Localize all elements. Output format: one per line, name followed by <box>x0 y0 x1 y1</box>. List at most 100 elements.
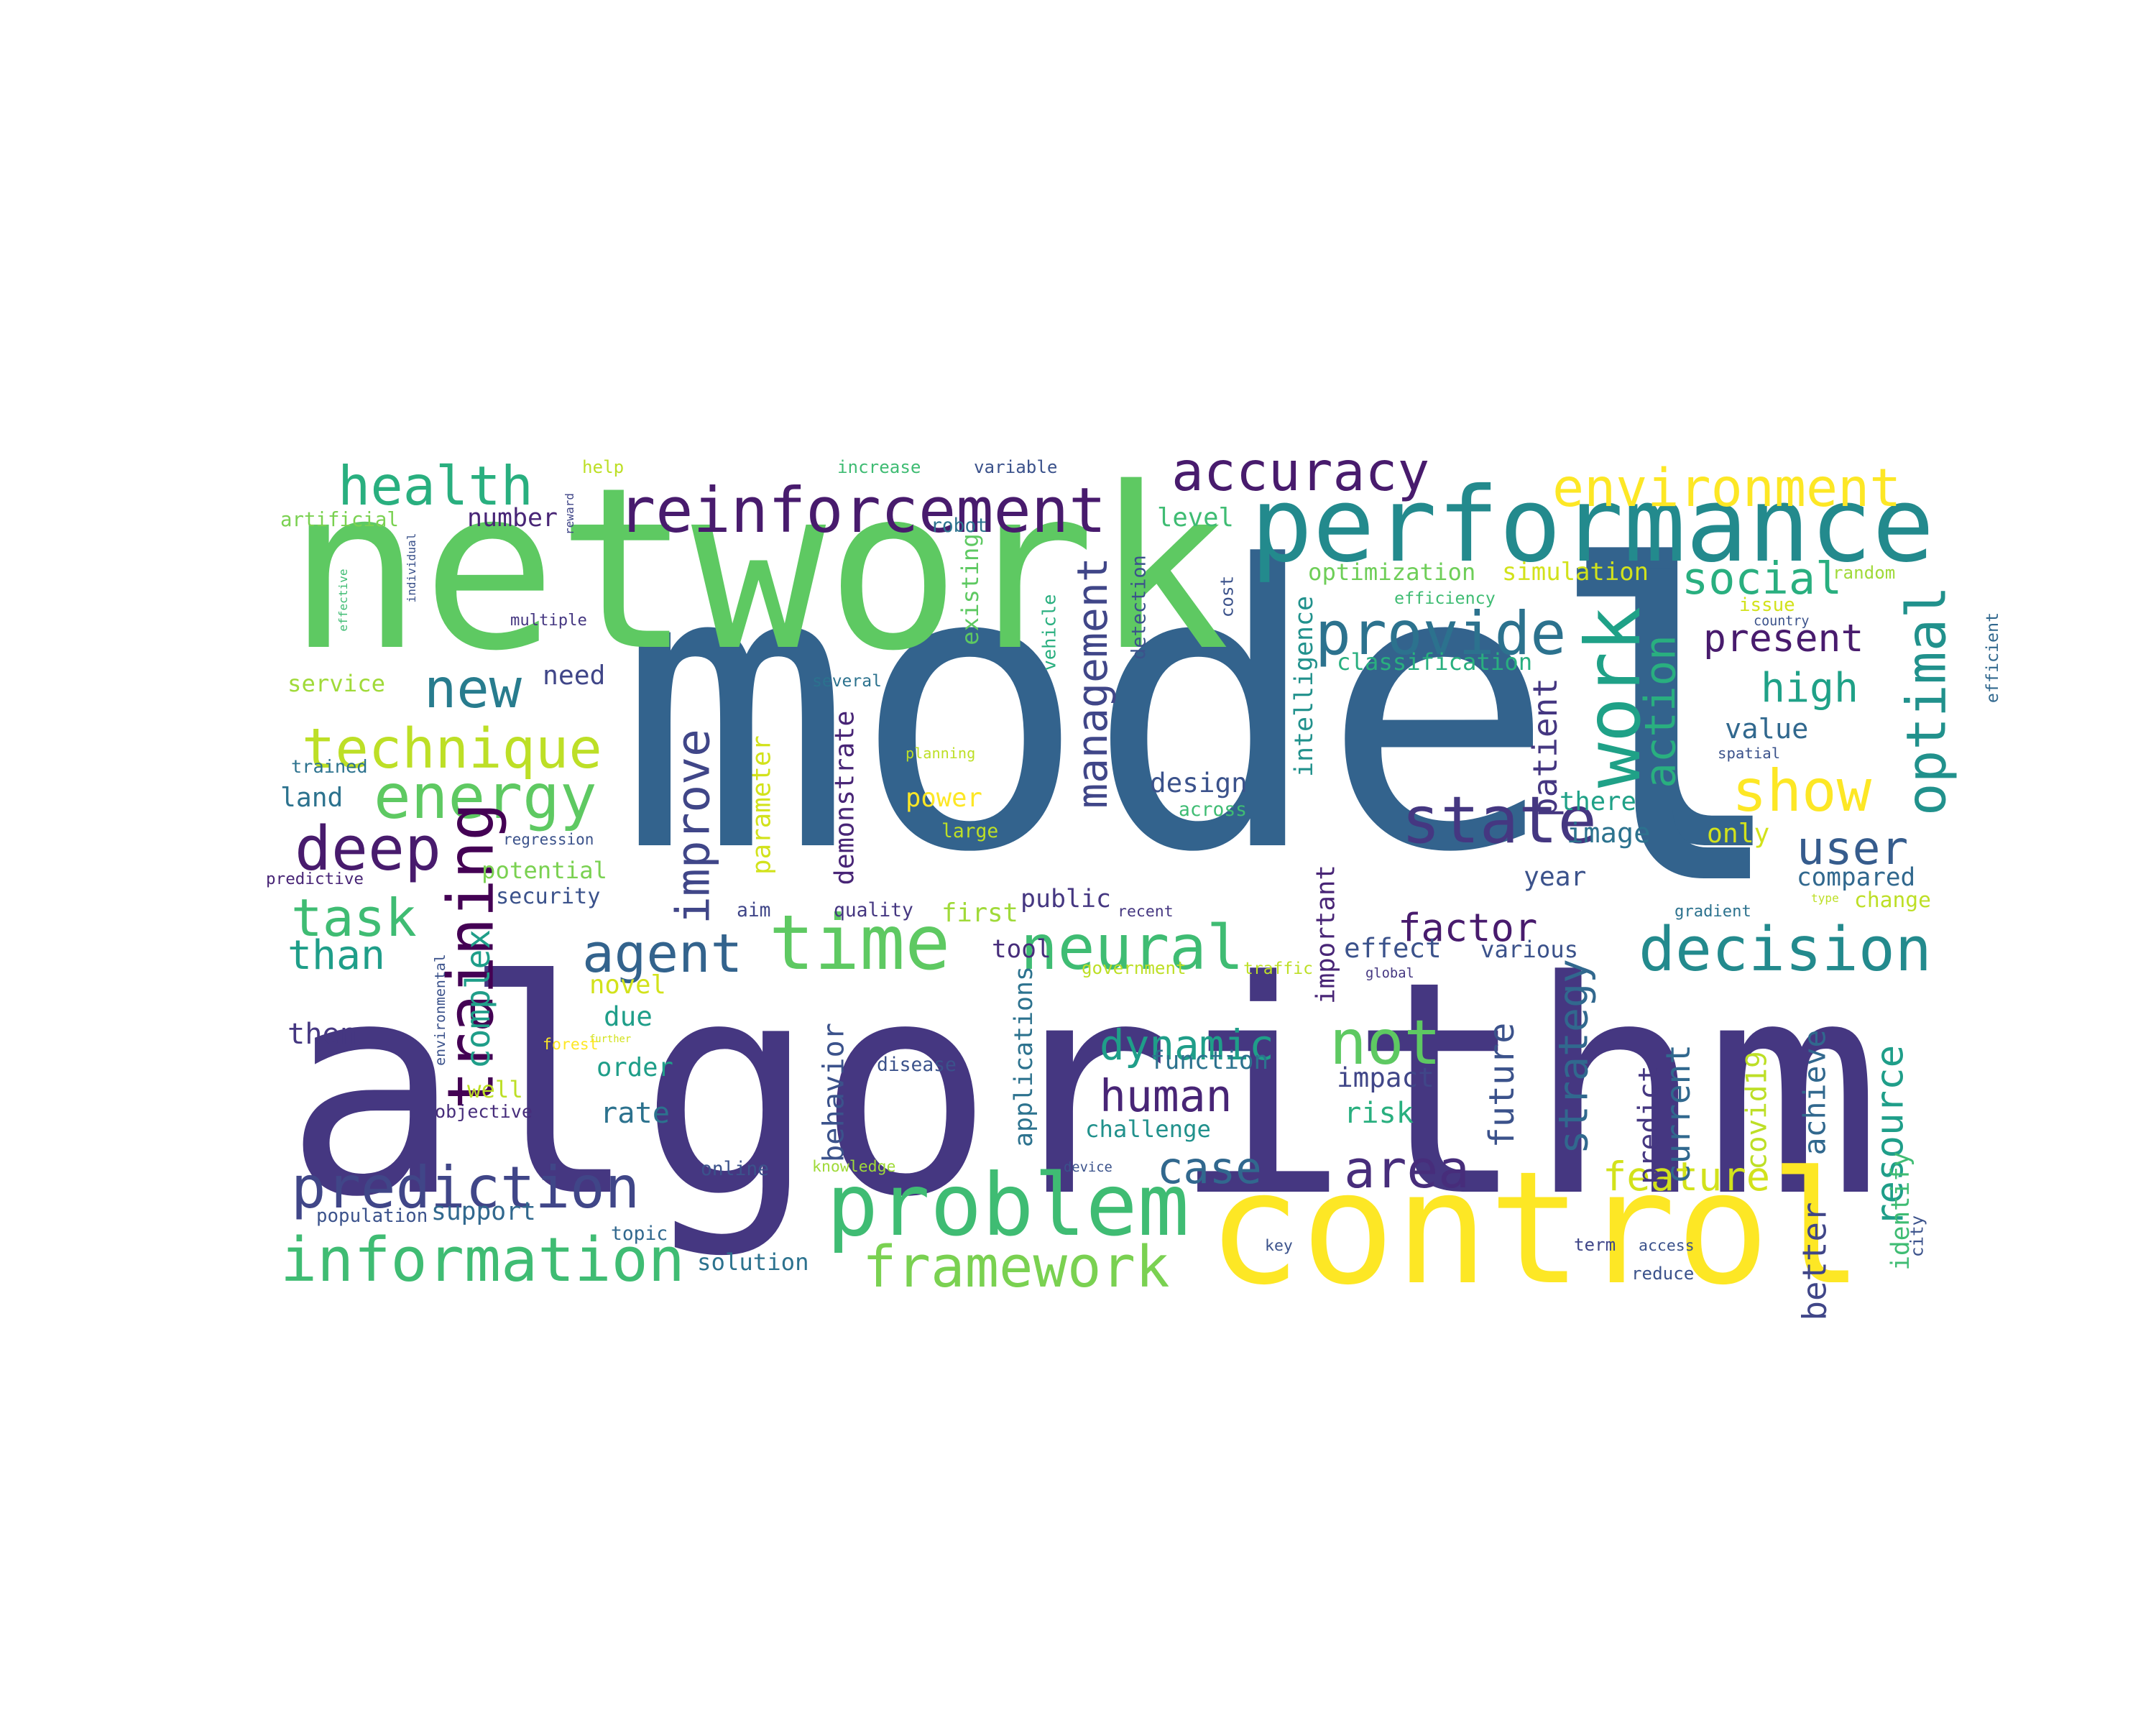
word-119: further <box>589 1034 631 1045</box>
word-84: vehicle <box>1039 594 1060 671</box>
word-93: future <box>1482 1023 1522 1149</box>
word-130: predictive <box>266 870 364 888</box>
word-8: information <box>280 1225 685 1296</box>
word-127: access <box>1639 1237 1695 1255</box>
word-25: state <box>1401 783 1597 858</box>
word-73: then <box>287 1017 357 1051</box>
word-110: large <box>941 821 998 842</box>
word-89: parameter <box>747 735 777 875</box>
word-60: first <box>941 898 1018 928</box>
word-23: agent <box>582 923 742 985</box>
word-132: spatial <box>1718 745 1780 762</box>
word-76: rate <box>600 1096 670 1130</box>
word-144: efficient <box>1983 612 2002 703</box>
word-115: global <box>1365 966 1414 981</box>
word-14: technique <box>302 717 602 781</box>
word-30: social <box>1682 553 1842 604</box>
word-59: public <box>1021 885 1111 914</box>
word-44: improve <box>667 729 721 924</box>
word-55: potential <box>482 857 607 884</box>
word-86: intelligence <box>1290 596 1319 777</box>
word-94: predict <box>1634 1065 1666 1184</box>
word-80: challenge <box>1085 1116 1211 1143</box>
word-120: objective <box>435 1101 533 1122</box>
word-13: time <box>769 899 950 987</box>
word-47: simulation <box>1502 558 1649 586</box>
word-22: show <box>1732 758 1872 825</box>
word-143: environmental <box>432 954 448 1066</box>
word-61: tool <box>992 935 1051 964</box>
word-71: novel <box>589 970 666 1000</box>
word-114: gradient <box>1674 902 1751 921</box>
word-128: reduce <box>1631 1264 1694 1284</box>
word-18: accuracy <box>1171 441 1429 503</box>
word-7: reinforcement <box>618 474 1106 547</box>
word-72: due <box>604 1000 653 1032</box>
word-56: security <box>496 884 600 909</box>
word-40: optimal <box>1894 586 1958 816</box>
word-113: recent <box>1118 903 1174 921</box>
word-19: health <box>338 454 533 518</box>
word-5: performance <box>1250 465 1935 585</box>
word-21: new <box>424 657 522 720</box>
word-57: design <box>1150 767 1248 799</box>
word-24: not <box>1330 1007 1441 1079</box>
word-35: feature <box>1603 1154 1770 1200</box>
word-29: present <box>1703 617 1864 661</box>
word-65: change <box>1854 888 1931 912</box>
word-99: identify <box>1886 1151 1915 1270</box>
word-100: better <box>1796 1202 1834 1320</box>
word-63: various <box>1480 936 1578 963</box>
word-6: problem <box>826 1156 1189 1256</box>
word-108: planning <box>906 745 975 762</box>
word-42: resource <box>1869 1045 1912 1226</box>
word-96: covid19 <box>1741 1051 1774 1169</box>
word-107: several <box>812 672 882 691</box>
word-140: individual <box>405 533 418 603</box>
word-106: multiple <box>510 611 587 630</box>
word-45: management <box>1068 557 1117 809</box>
word-81: support <box>431 1197 536 1226</box>
word-133: issue <box>1739 594 1795 616</box>
word-97: achieve <box>1797 1030 1833 1156</box>
word-2: network <box>287 440 1230 700</box>
word-3: control <box>1207 1138 1864 1320</box>
word-112: aim <box>737 900 771 921</box>
word-92: complex <box>459 929 497 1069</box>
word-9: prediction <box>291 1154 640 1222</box>
word-105: efficiency <box>1394 588 1496 608</box>
word-54: land <box>280 782 343 813</box>
word-58: power <box>906 783 982 813</box>
word-135: forest <box>543 1036 599 1054</box>
word-0: model <box>618 484 1790 937</box>
word-111: quality <box>834 900 913 921</box>
word-51: level <box>1157 503 1234 533</box>
word-36: case <box>1157 1144 1262 1194</box>
word-131: regression <box>503 831 594 848</box>
word-103: variable <box>974 457 1058 477</box>
word-124: population <box>316 1205 428 1227</box>
word-32: factor <box>1398 905 1537 950</box>
word-145: city <box>1907 1215 1927 1257</box>
word-38: training <box>434 802 508 1109</box>
word-48: classification <box>1337 648 1532 676</box>
word-11: framework <box>862 1234 1169 1300</box>
word-10: decision <box>1639 914 1932 985</box>
word-139: reward <box>563 493 576 535</box>
word-126: term <box>1574 1235 1616 1255</box>
word-52: service <box>287 670 385 697</box>
word-91: behavior <box>817 1023 851 1162</box>
word-41: action <box>1636 635 1685 788</box>
word-37: than <box>287 932 385 979</box>
word-50: number <box>467 504 558 533</box>
word-28: user <box>1797 822 1908 875</box>
word-77: function <box>1150 1046 1268 1075</box>
word-34: human <box>1100 1071 1233 1122</box>
word-88: demonstrate <box>829 711 860 886</box>
word-74: order <box>596 1053 673 1082</box>
word-117: traffic <box>1243 960 1313 978</box>
word-62: effect <box>1344 932 1442 964</box>
word-79: risk <box>1344 1096 1414 1130</box>
